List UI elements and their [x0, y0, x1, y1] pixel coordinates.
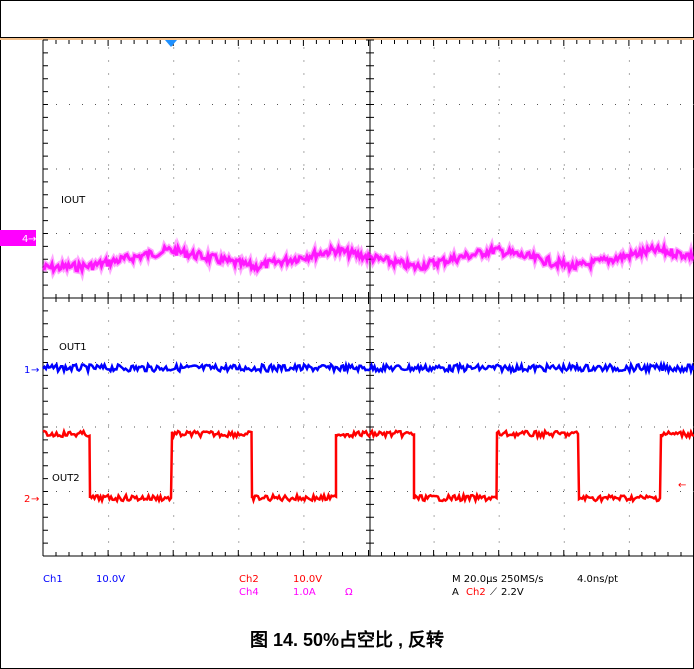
ch1-ground-marker: 1 → — [24, 365, 39, 376]
top-rule — [0, 37, 694, 38]
svg-text:2: 2 — [24, 494, 30, 505]
ch1-scale: 10.0V — [96, 574, 125, 585]
svg-text:→: → — [31, 365, 39, 376]
oscilloscope-screen: IOUT OUT1 OUT2 4 → 1 → 2 → ← Ch1 10.0V C… — [0, 38, 694, 598]
waveform-out2 — [42, 427, 694, 505]
figure-caption: 图 14. 50%占空比 , 反转 — [249, 630, 445, 650]
svg-text:→: → — [28, 234, 36, 245]
resolution-readout: 4.0ns/pt — [577, 574, 618, 585]
ch4-label: Ch4 — [239, 587, 259, 598]
grid-ticks — [42, 39, 694, 557]
channel-label-out1: OUT1 — [59, 342, 87, 353]
waveforms — [41, 235, 694, 505]
svg-text:4: 4 — [22, 234, 28, 245]
graticule — [42, 39, 694, 557]
screen-top-edge — [0, 38, 694, 40]
ch4-scale: 1.0A — [293, 587, 316, 598]
ch2-ground-marker: 2 → — [24, 494, 39, 505]
ch4-unit: Ω — [345, 587, 353, 598]
trigger-slope: ⟋ — [490, 587, 497, 598]
channel-label-out2: OUT2 — [52, 473, 80, 484]
waveform-iout — [42, 241, 694, 277]
trigger-prefix: A — [452, 587, 459, 598]
trigger-level-arrow: ← — [678, 480, 686, 491]
timebase-readout: M 20.0µs 250MS/s — [452, 574, 543, 585]
trigger-position-marker — [165, 40, 177, 47]
ch2-label: Ch2 — [239, 574, 259, 585]
ch4-ground-marker: 4 → — [0, 230, 36, 246]
svg-text:1: 1 — [24, 365, 30, 376]
waveform-out1 — [42, 359, 694, 377]
channel-label-iout: IOUT — [61, 195, 86, 206]
svg-text:→: → — [31, 494, 39, 505]
trigger-channel: Ch2 — [466, 587, 486, 598]
waveform-iout-glow — [41, 235, 694, 282]
ch2-scale: 10.0V — [293, 574, 322, 585]
grid-dots — [56, 47, 694, 556]
ch1-label: Ch1 — [43, 574, 63, 585]
trigger-level: 2.2V — [501, 587, 524, 598]
